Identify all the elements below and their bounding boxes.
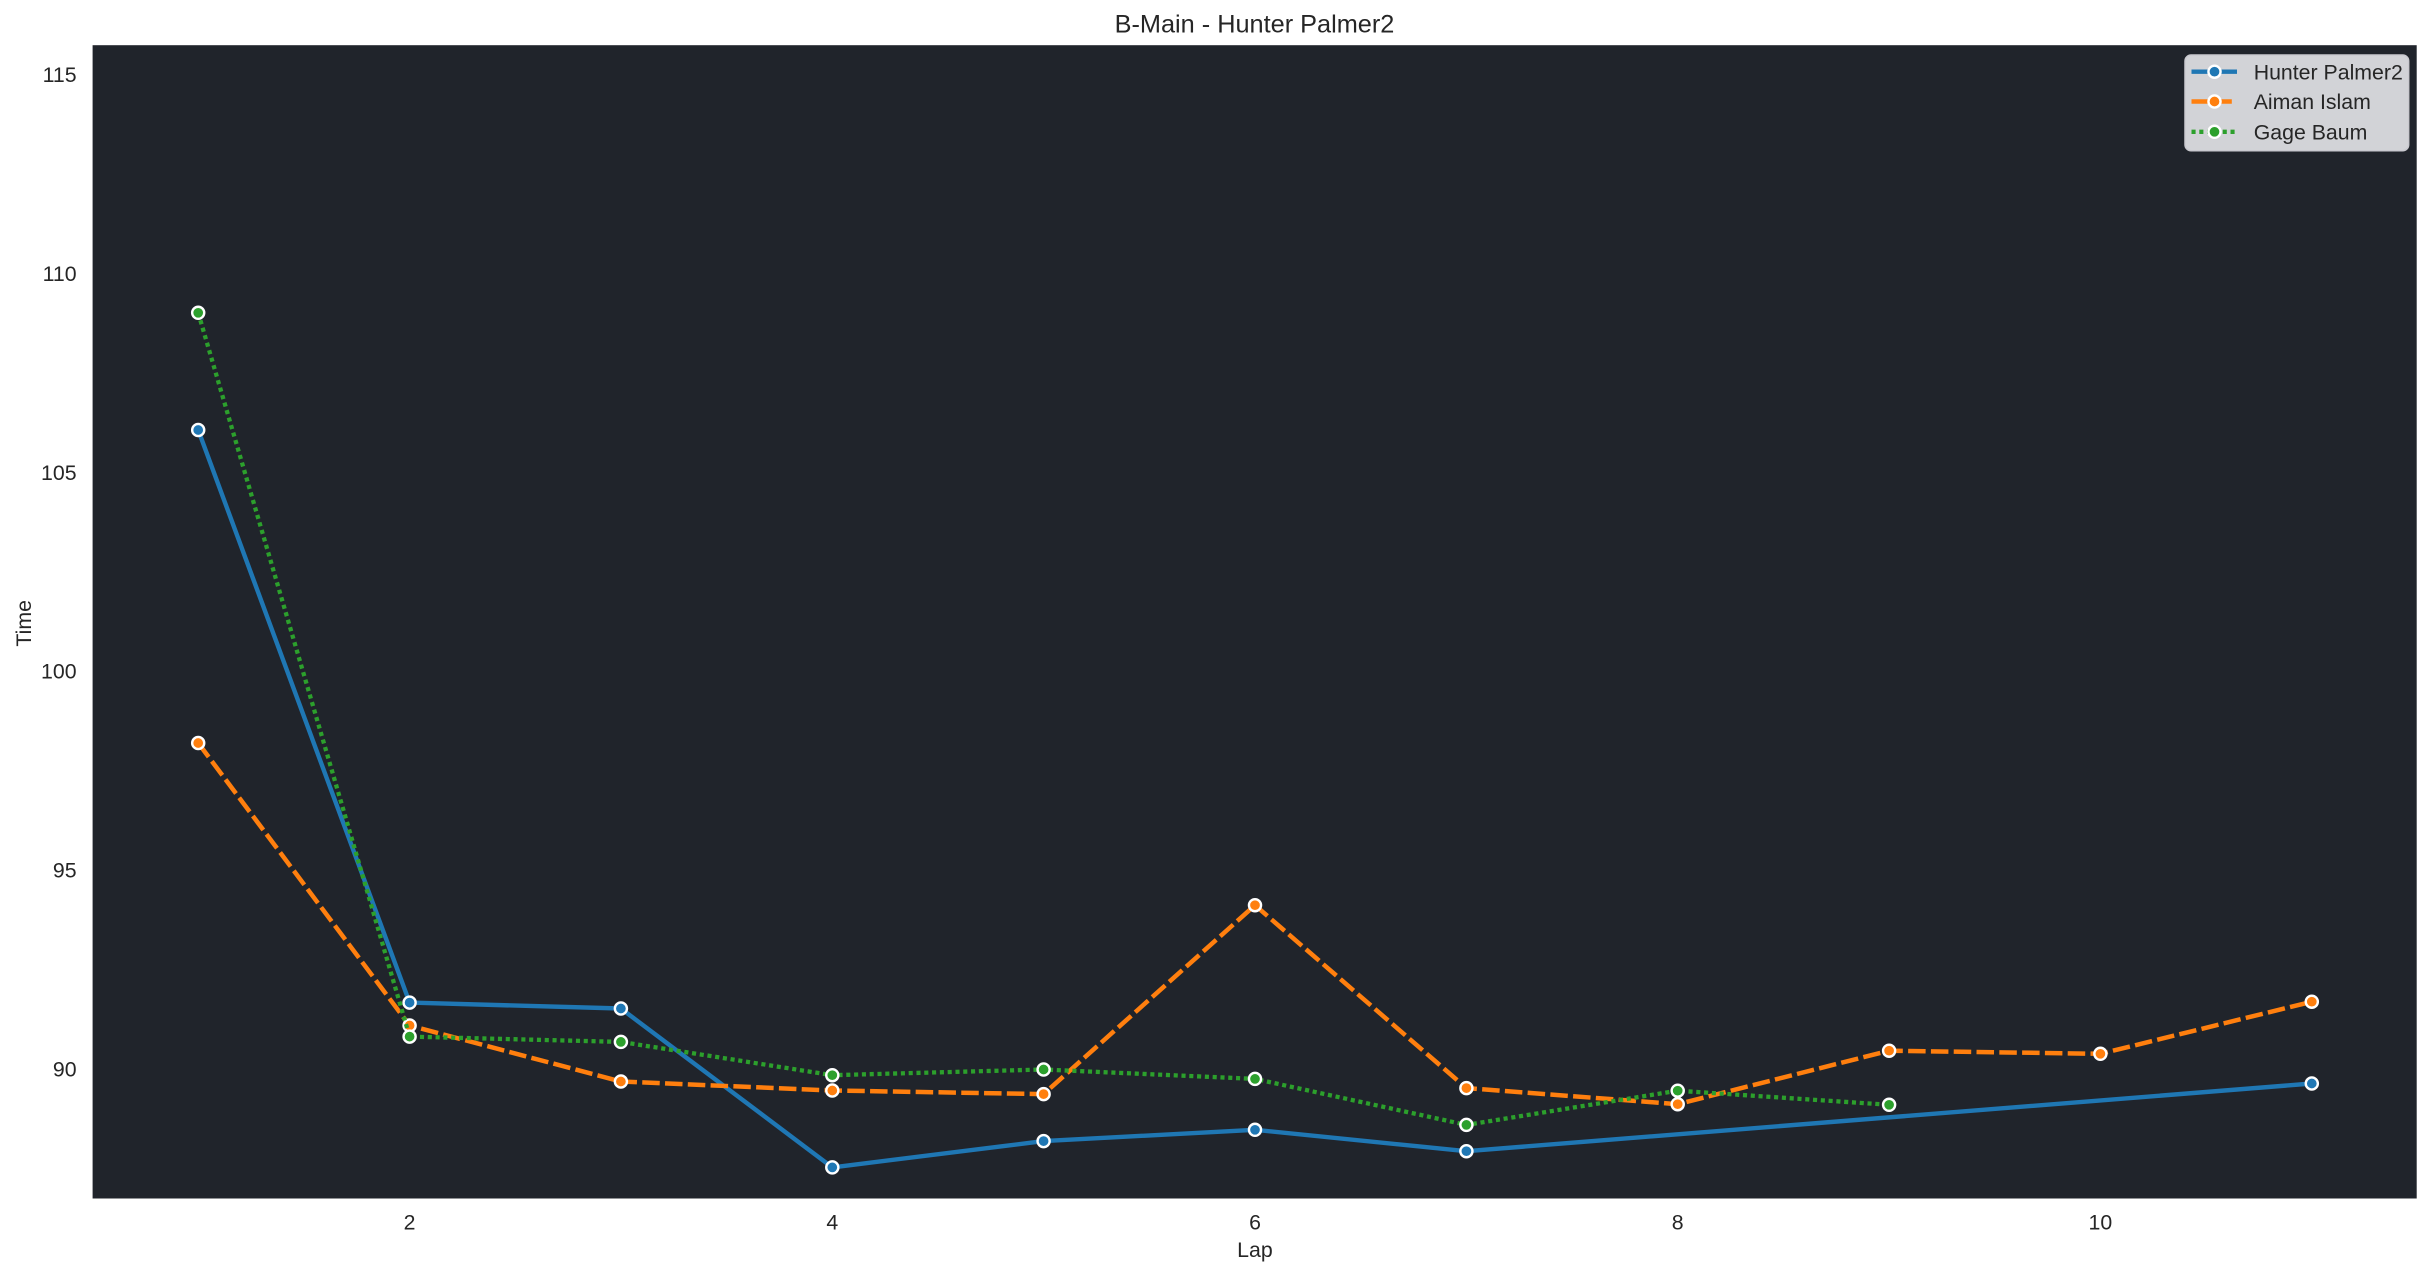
svg-text:Hunter Palmer2: Hunter Palmer2 [2254, 60, 2403, 84]
svg-text:100: 100 [41, 660, 77, 684]
svg-text:90: 90 [53, 1057, 77, 1081]
svg-text:Gage Baum: Gage Baum [2254, 120, 2368, 144]
svg-text:8: 8 [1672, 1211, 1684, 1235]
svg-text:Time: Time [12, 600, 36, 647]
svg-text:115: 115 [43, 63, 77, 87]
svg-text:110: 110 [43, 262, 77, 286]
svg-text:95: 95 [53, 858, 77, 882]
svg-text:10: 10 [2089, 1211, 2113, 1235]
svg-text:Aiman Islam: Aiman Islam [2254, 90, 2371, 114]
svg-text:6: 6 [1249, 1211, 1261, 1235]
svg-text:4: 4 [826, 1211, 838, 1235]
svg-text:Lap: Lap [1237, 1238, 1273, 1262]
svg-text:2: 2 [404, 1211, 416, 1235]
svg-text:105: 105 [41, 461, 77, 485]
svg-text:B-Main - Hunter Palmer2: B-Main - Hunter Palmer2 [1115, 11, 1395, 39]
